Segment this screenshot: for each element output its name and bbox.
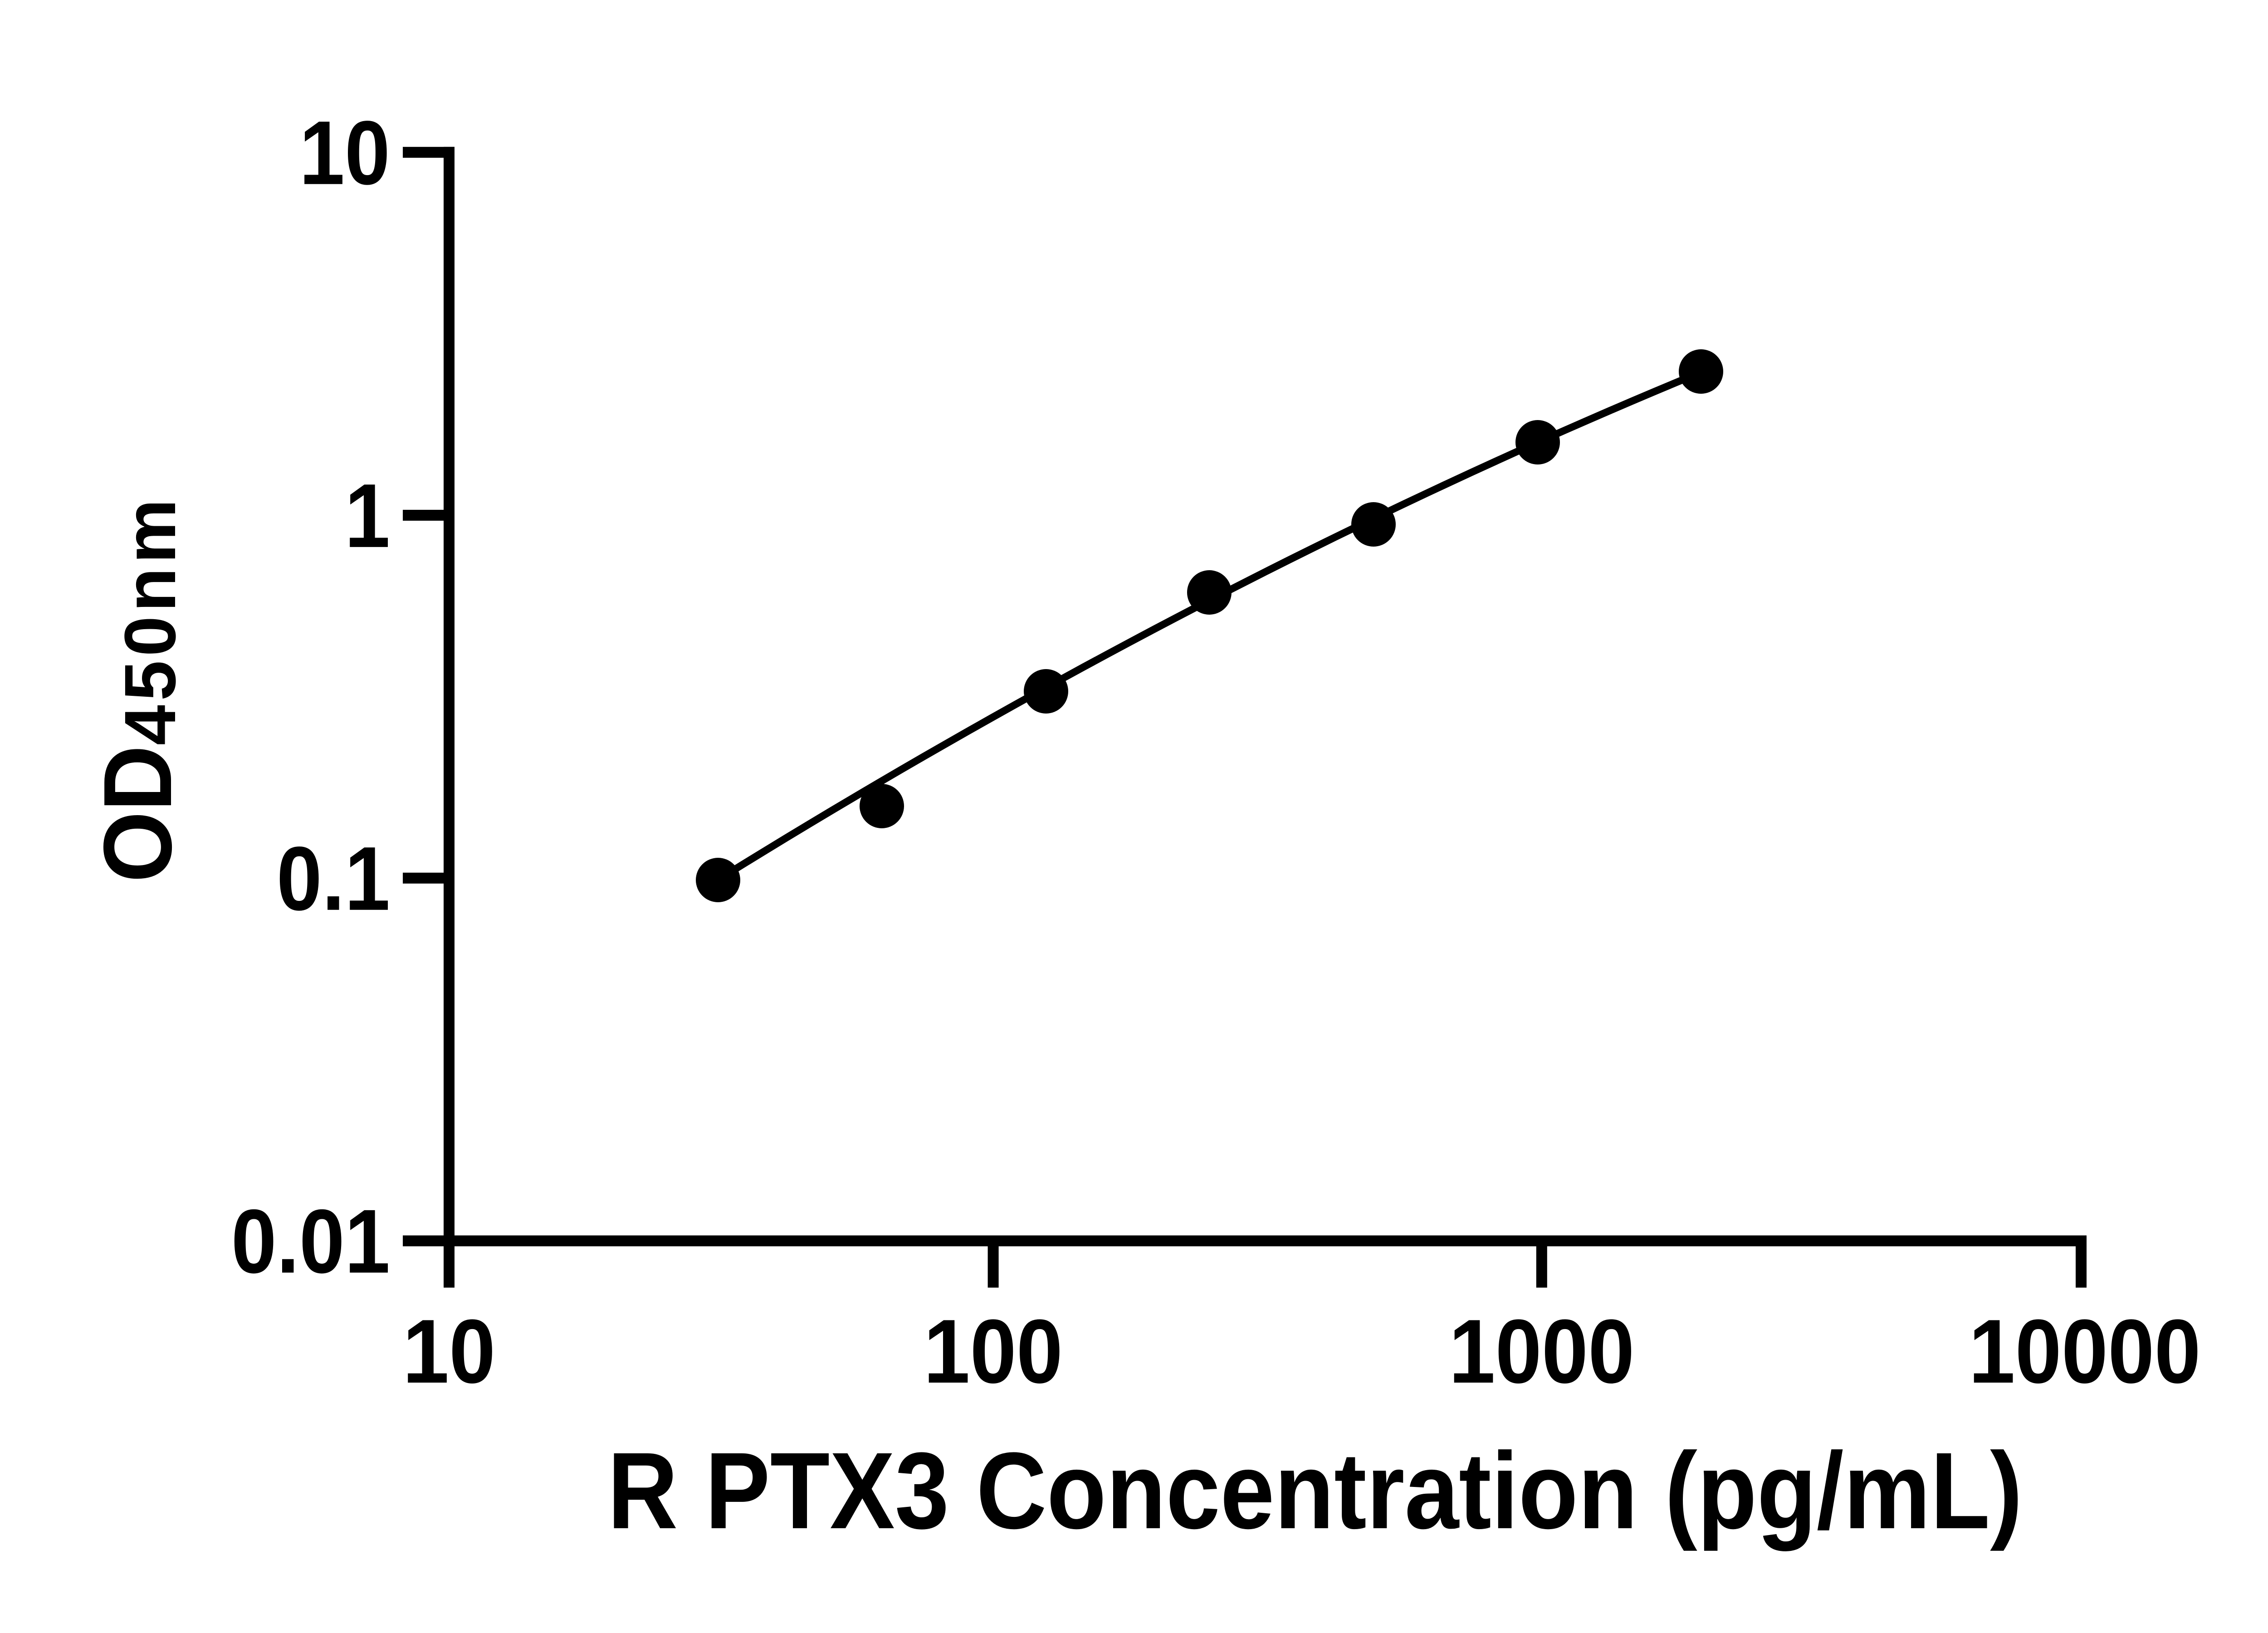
svg-text:100: 100 xyxy=(924,1301,1063,1402)
svg-text:10000: 10000 xyxy=(1969,1301,2201,1402)
svg-text:0.1: 0.1 xyxy=(277,828,390,929)
svg-text:R PTX3 Concentration (pg/mL): R PTX3 Concentration (pg/mL) xyxy=(607,1430,2023,1551)
svg-text:OD: OD xyxy=(84,745,192,883)
svg-text:0.01: 0.01 xyxy=(231,1191,390,1292)
svg-text:10: 10 xyxy=(403,1301,496,1402)
svg-text:1000: 1000 xyxy=(1449,1301,1634,1402)
svg-text:10: 10 xyxy=(299,103,390,204)
svg-text:450nm: 450nm xyxy=(109,495,191,745)
svg-text:1: 1 xyxy=(345,465,390,567)
